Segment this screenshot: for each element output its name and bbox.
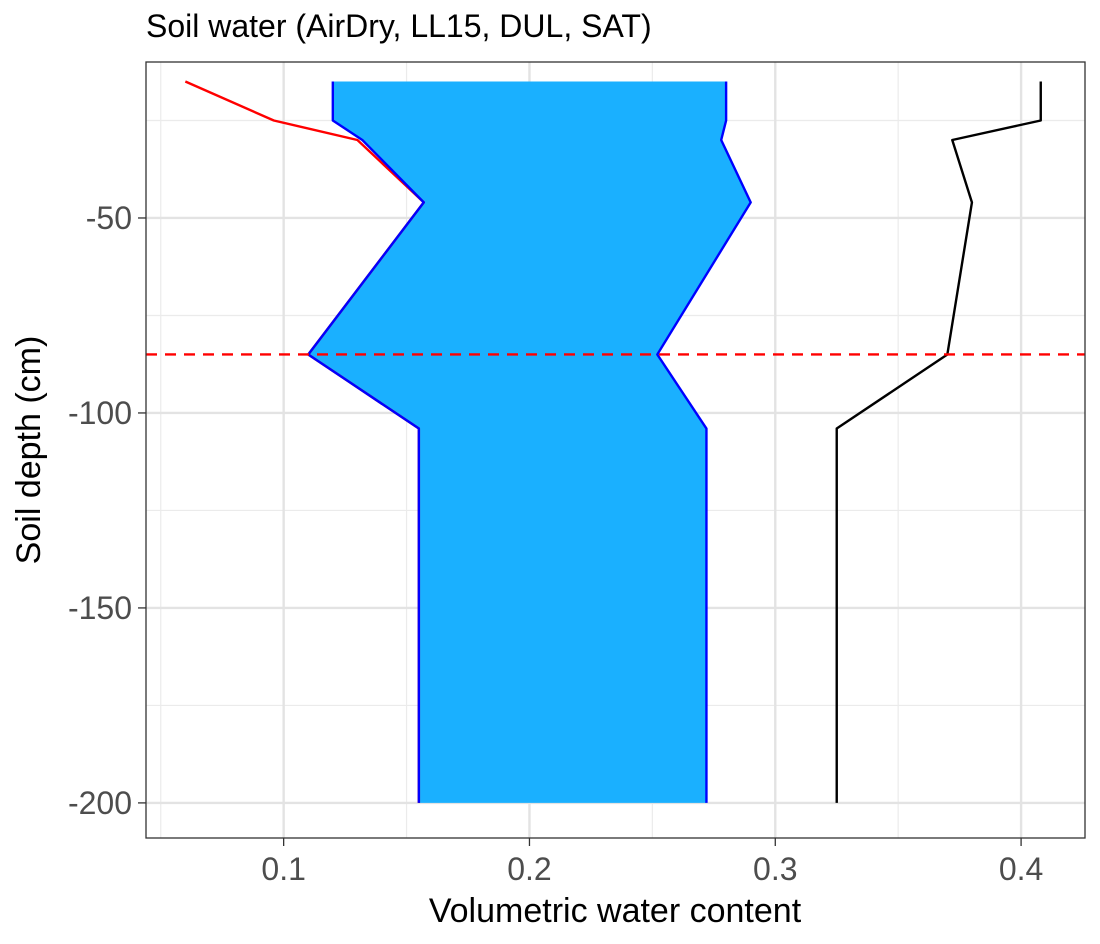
x-tick-label: 0.2 (507, 851, 551, 887)
ll15-line (307, 81, 425, 803)
chart-title: Soil water (AirDry, LL15, DUL, SAT) (146, 8, 652, 44)
y-axis-title: Soil depth (cm) (10, 336, 48, 565)
sat-line (835, 81, 1042, 803)
x-axis-title: Volumetric water content (429, 892, 802, 930)
y-tick-label: -100 (68, 395, 132, 431)
x-tick-label: 0.1 (261, 851, 305, 887)
plot-border (145, 61, 1086, 839)
x-tick-label: 0.4 (999, 851, 1043, 887)
ll15-dul-area (308, 81, 751, 803)
y-tick-label: -50 (86, 200, 132, 236)
dul-line (656, 81, 752, 803)
axes: 0.1 0.2 0.3 0.4 -50 -100 -150 -200 (68, 200, 1043, 887)
y-tick-label: -200 (68, 785, 132, 821)
x-tick-label: 0.3 (753, 851, 797, 887)
data-layers (146, 80, 1085, 803)
y-tick-label: -150 (68, 590, 132, 626)
